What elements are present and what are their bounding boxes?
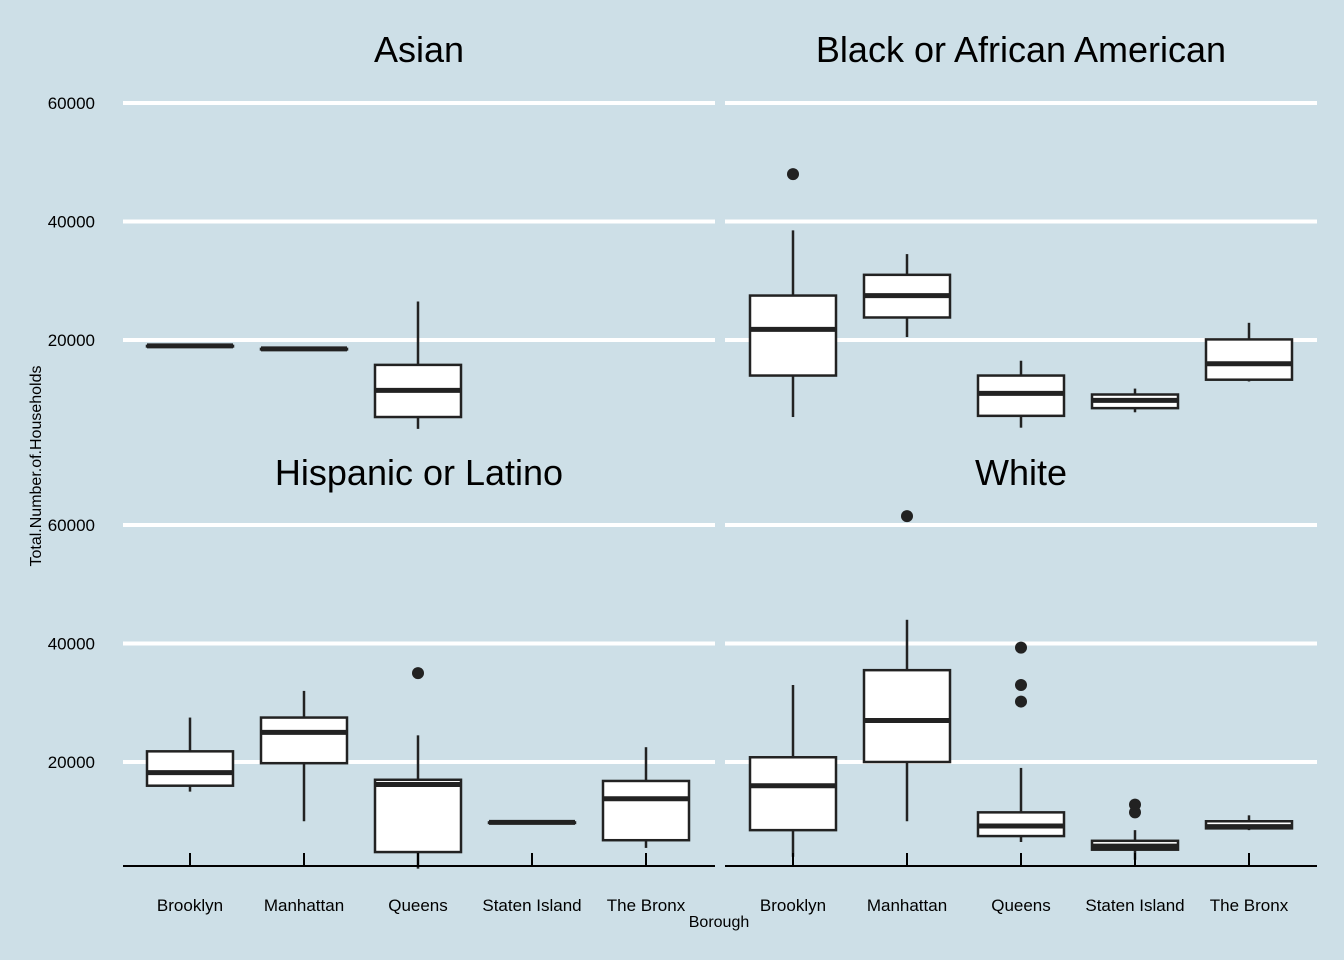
- box-black-or-african-american-brooklyn: [748, 294, 838, 377]
- x-tick-label-1-manhattan: Manhattan: [264, 896, 344, 915]
- x-tick-label-2-the-bronx: The Bronx: [1210, 896, 1289, 915]
- x-tick-label-1-brooklyn: Brooklyn: [157, 896, 223, 915]
- box-white-brooklyn: [748, 756, 838, 832]
- box-hispanic-or-latino-manhattan: [259, 716, 349, 765]
- outlier-white-staten-island-1: [1129, 798, 1141, 811]
- x-axis-title: Borough: [689, 914, 750, 931]
- x-tick-label-2-queens: Queens: [991, 896, 1051, 915]
- y-tick-label-row1-60000: 60000: [48, 94, 95, 113]
- box-hispanic-or-latino-queens: [373, 778, 463, 854]
- x-tick-label-2-staten-island: Staten Island: [1085, 896, 1184, 915]
- panel-title-white: White: [975, 452, 1067, 493]
- outlier-hispanic-or-latino-queens-0: [412, 667, 424, 680]
- x-tick-label-2-brooklyn: Brooklyn: [760, 896, 826, 915]
- outlier-white-queens-2: [1015, 641, 1027, 654]
- y-axis-title: Total.Number.of.Households: [28, 366, 45, 567]
- outlier-white-manhattan-0: [901, 510, 913, 523]
- y-tick-label-row2-20000: 20000: [48, 753, 95, 772]
- y-tick-label-row1-40000: 40000: [48, 213, 95, 232]
- outlier-black-or-african-american-brooklyn-0: [787, 168, 799, 181]
- panel-title-hispanic-or-latino: Hispanic or Latino: [275, 452, 563, 493]
- box-black-or-african-american-the-bronx: [1204, 338, 1294, 381]
- outlier-white-queens-0: [1015, 695, 1027, 708]
- x-tick-label-1-the-bronx: The Bronx: [607, 896, 686, 915]
- panel-title-asian: Asian: [374, 29, 464, 70]
- panel-title-black-or-african-american: Black or African American: [816, 29, 1226, 70]
- x-tick-label-1-staten-island: Staten Island: [482, 896, 581, 915]
- y-tick-label-row1-20000: 20000: [48, 331, 95, 350]
- y-tick-label-row2-40000: 40000: [48, 635, 95, 654]
- x-tick-label-1-queens: Queens: [388, 896, 448, 915]
- y-tick-label-row2-60000: 60000: [48, 516, 95, 535]
- x-tick-label-2-manhattan: Manhattan: [867, 896, 947, 915]
- outlier-white-queens-1: [1015, 678, 1027, 691]
- box-white-manhattan: [862, 668, 952, 764]
- box-hispanic-or-latino-the-bronx: [601, 779, 691, 842]
- box-hispanic-or-latino-brooklyn: [145, 750, 235, 787]
